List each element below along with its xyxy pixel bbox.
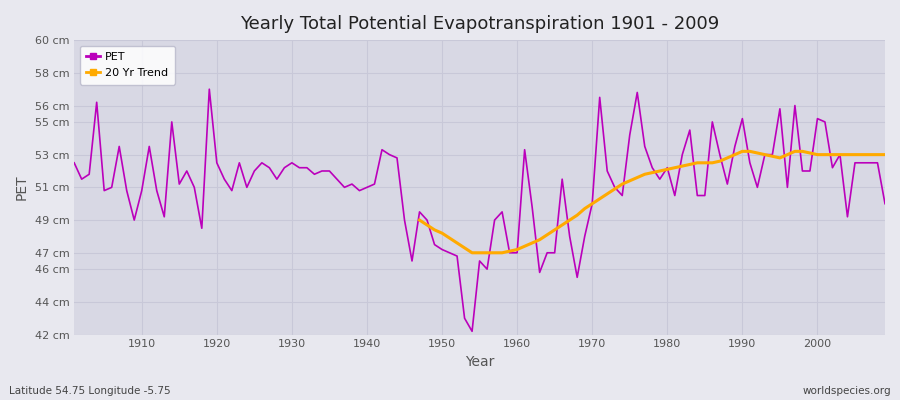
Legend: PET, 20 Yr Trend: PET, 20 Yr Trend	[80, 46, 176, 84]
X-axis label: Year: Year	[465, 355, 494, 369]
Title: Yearly Total Potential Evapotranspiration 1901 - 2009: Yearly Total Potential Evapotranspiratio…	[240, 15, 719, 33]
Text: worldspecies.org: worldspecies.org	[803, 386, 891, 396]
Text: Latitude 54.75 Longitude -5.75: Latitude 54.75 Longitude -5.75	[9, 386, 171, 396]
Y-axis label: PET: PET	[15, 174, 29, 200]
